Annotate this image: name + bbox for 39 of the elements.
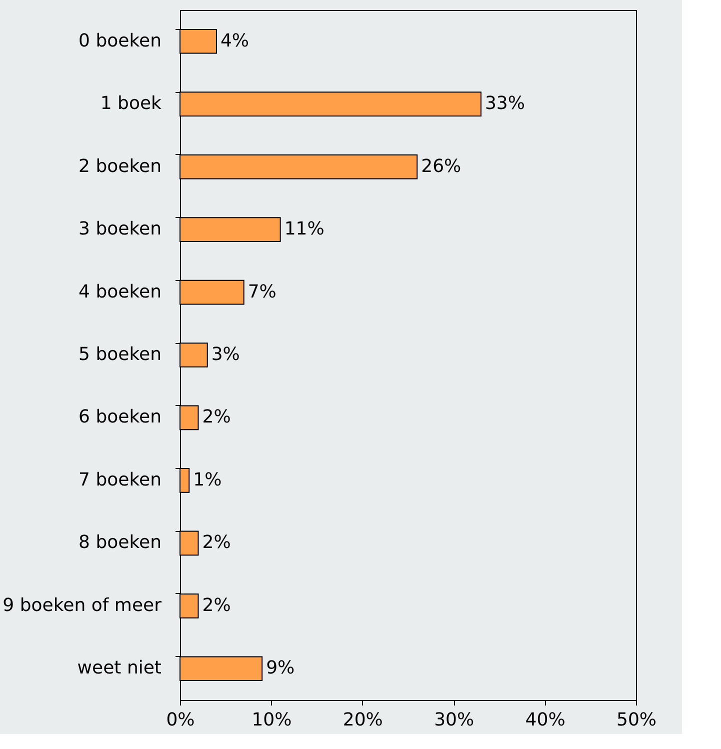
x-tick-label: 50% bbox=[616, 710, 657, 730]
x-tick-label: 10% bbox=[252, 710, 292, 730]
bar bbox=[180, 593, 199, 618]
y-tick-label: 8 boeken bbox=[78, 532, 162, 554]
data-label: 2% bbox=[202, 532, 231, 554]
x-tick-label: 30% bbox=[434, 710, 474, 730]
data-label: 2% bbox=[202, 406, 231, 428]
bar bbox=[180, 280, 244, 305]
bar bbox=[180, 92, 482, 117]
bar bbox=[180, 342, 208, 368]
y-tick-label: 1 boek bbox=[100, 93, 162, 114]
y-tick-label: 2 boeken bbox=[78, 156, 162, 177]
data-label: 3% bbox=[211, 344, 240, 365]
bar bbox=[180, 468, 190, 493]
y-tick-label: 4 boeken bbox=[78, 281, 162, 302]
bar bbox=[180, 405, 199, 430]
data-label: 9% bbox=[266, 658, 295, 679]
y-tick-label: 9 boeken of meer bbox=[2, 594, 162, 616]
x-tick-label: 0% bbox=[166, 710, 195, 730]
bar bbox=[180, 530, 199, 556]
y-tick-label: 6 boeken bbox=[78, 406, 162, 428]
data-label: 1% bbox=[193, 469, 222, 490]
y-tick-label: weet niet bbox=[77, 658, 162, 679]
data-label: 7% bbox=[248, 281, 276, 302]
data-label: 33% bbox=[484, 93, 525, 114]
data-label: 2% bbox=[202, 594, 231, 616]
x-tick-label: 40% bbox=[525, 710, 566, 730]
x-tick-label: 20% bbox=[342, 710, 383, 730]
y-tick-label: 3 boeken bbox=[78, 218, 162, 240]
y-tick-label: 5 boeken bbox=[78, 344, 162, 365]
bar bbox=[180, 154, 418, 180]
y-tick-label: 0 boeken bbox=[78, 30, 162, 52]
bar bbox=[180, 28, 217, 54]
data-label: 26% bbox=[421, 156, 462, 177]
data-label: 11% bbox=[284, 218, 324, 240]
data-label: 4% bbox=[220, 30, 250, 52]
y-tick-label: 7 boeken bbox=[78, 469, 162, 490]
bar bbox=[180, 217, 281, 242]
bar bbox=[180, 656, 263, 682]
